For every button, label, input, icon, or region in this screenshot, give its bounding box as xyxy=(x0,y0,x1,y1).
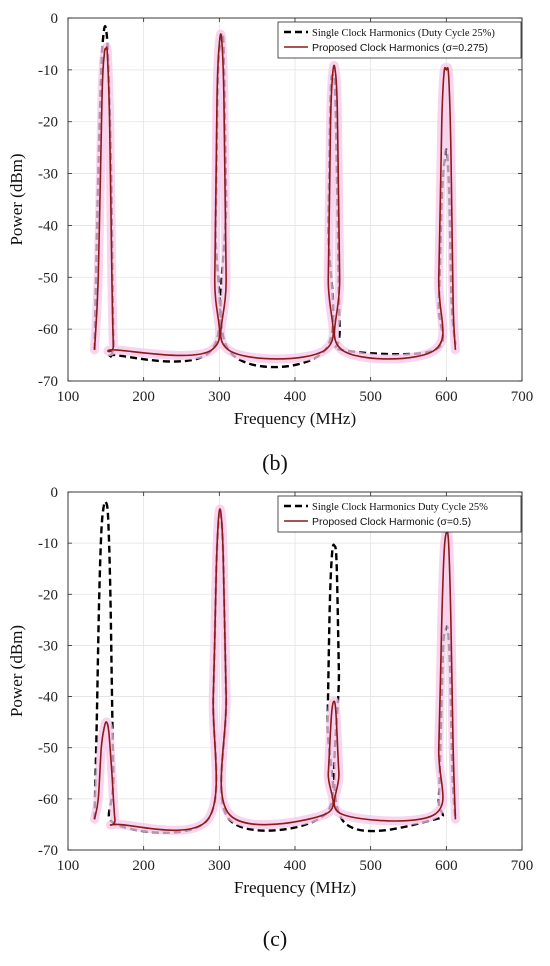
legend: Single Clock Harmonics Duty Cycle 25% Pro… xyxy=(277,495,522,533)
y-tick-label: -50 xyxy=(38,270,58,286)
y-tick-label: -70 xyxy=(38,843,58,859)
panel-label: (b) xyxy=(262,450,288,475)
legend-box xyxy=(277,495,522,533)
y-tick-label: 0 xyxy=(51,11,59,27)
legend-box xyxy=(277,21,522,59)
x-axis-title: Frequency (MHz) xyxy=(234,878,356,897)
x-tick-label: 100 xyxy=(57,858,80,874)
legend-entry: Single Clock Harmonics Duty Cycle 25% xyxy=(312,502,488,513)
x-tick-label: 600 xyxy=(435,389,458,405)
y-tick-label: -50 xyxy=(38,741,58,757)
y-tick-label: -10 xyxy=(38,63,58,79)
y-tick-label: -30 xyxy=(38,167,58,183)
x-tick-label: 300 xyxy=(208,858,231,874)
x-tick-label: 400 xyxy=(284,858,307,874)
legend: Single Clock Harmonics (Duty Cycle 25%) P… xyxy=(277,21,522,59)
panel-label: (c) xyxy=(263,926,287,951)
x-tick-label: 500 xyxy=(359,389,382,405)
x-tick-label: 200 xyxy=(132,389,155,405)
y-tick-label: -20 xyxy=(38,587,58,603)
y-tick-label: -60 xyxy=(38,792,58,808)
y-tick-label: -60 xyxy=(38,322,58,338)
legend-entry: Single Clock Harmonics (Duty Cycle 25%) xyxy=(312,28,495,39)
legend-entry: Proposed Clock Harmonics (σ=0.275) xyxy=(312,42,488,54)
y-tick-label: -30 xyxy=(38,638,58,654)
x-tick-label: 400 xyxy=(284,389,307,405)
y-tick-label: -20 xyxy=(38,115,58,131)
x-tick-label: 200 xyxy=(132,858,155,874)
x-tick-label: 700 xyxy=(511,858,534,874)
y-tick-label: -10 xyxy=(38,536,58,552)
y-axis-title: Power (dBm) xyxy=(7,153,26,245)
chart-panel-c: 100 200 300 400 500 600 700 0 -10 -20 -30 -40 -50 -60… xyxy=(7,485,533,951)
y-tick-label: 0 xyxy=(51,485,59,501)
x-tick-label: 500 xyxy=(359,858,382,874)
legend-entry: Proposed Clock Harmonic (σ=0.5) xyxy=(312,516,471,528)
y-axis-title: Power (dBm) xyxy=(7,625,26,717)
x-tick-label: 100 xyxy=(57,389,80,405)
x-tick-label: 300 xyxy=(208,389,231,405)
series-line-proposed xyxy=(93,508,457,832)
chart-panel-b: 100 200 300 400 500 600 700 0 -10 -20 -30 -40 -50 -60… xyxy=(7,11,533,475)
x-axis-title: Frequency (MHz) xyxy=(234,409,356,428)
series-line-proposed xyxy=(93,33,457,360)
y-tick-label: -70 xyxy=(38,374,58,390)
y-tick-label: -40 xyxy=(38,690,58,706)
x-tick-label: 700 xyxy=(511,389,534,405)
x-tick-label: 600 xyxy=(435,858,458,874)
y-tick-label: -40 xyxy=(38,218,58,234)
